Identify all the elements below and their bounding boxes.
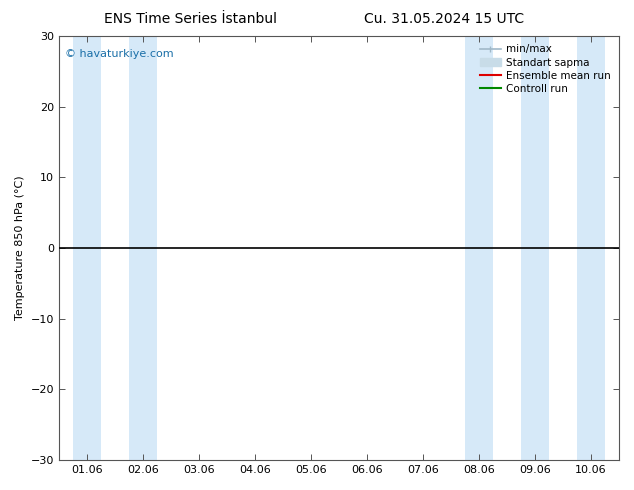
Legend: min/max, Standart sapma, Ensemble mean run, Controll run: min/max, Standart sapma, Ensemble mean r… bbox=[477, 41, 614, 97]
Bar bbox=[73, 36, 101, 460]
Text: Cu. 31.05.2024 15 UTC: Cu. 31.05.2024 15 UTC bbox=[364, 12, 524, 26]
Text: ENS Time Series İstanbul: ENS Time Series İstanbul bbox=[104, 12, 276, 26]
Text: © havaturkiye.com: © havaturkiye.com bbox=[65, 49, 173, 59]
Bar bbox=[577, 36, 605, 460]
Bar bbox=[521, 36, 549, 460]
Bar bbox=[465, 36, 493, 460]
Y-axis label: Temperature 850 hPa (°C): Temperature 850 hPa (°C) bbox=[15, 176, 25, 320]
Bar bbox=[129, 36, 157, 460]
